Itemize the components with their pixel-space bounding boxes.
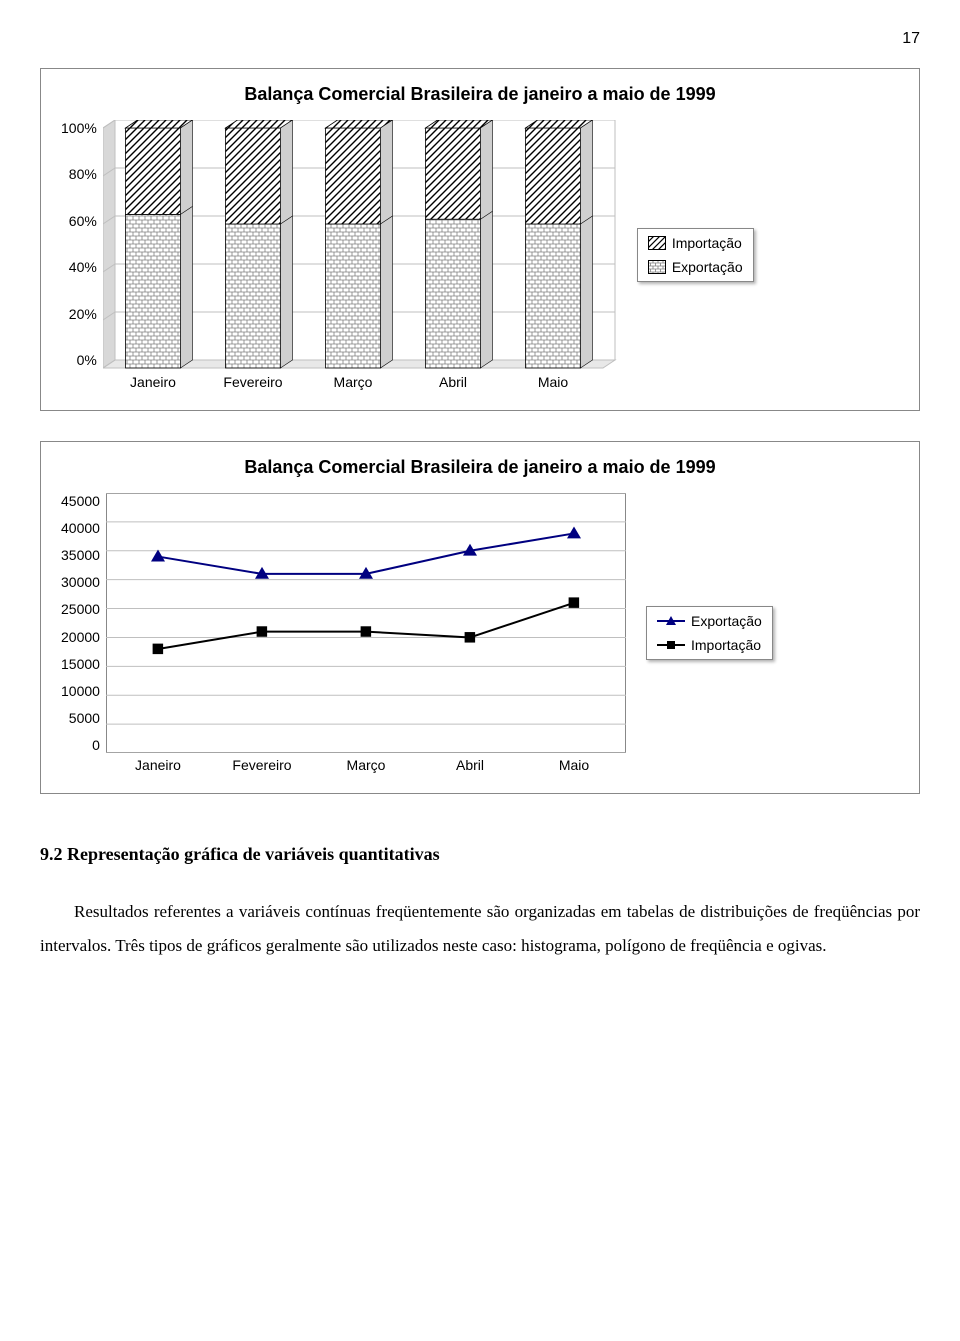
chart2-legend: Exportação Importação <box>646 606 773 660</box>
chart2-plot <box>106 493 626 753</box>
y-tick-label: 45000 <box>61 493 100 509</box>
chart1-x-labels: JaneiroFevereiroMarçoAbrilMaio <box>103 374 603 390</box>
body-paragraph: Resultados referentes a variáveis contín… <box>40 895 920 963</box>
chart2-box: Balança Comercial Brasileira de janeiro … <box>40 441 920 794</box>
legend-item-importacao2: Importação <box>657 637 762 653</box>
legend-label: Exportação <box>691 613 762 629</box>
y-tick-label: 40% <box>69 259 97 275</box>
chart1-title: Balança Comercial Brasileira de janeiro … <box>61 84 899 105</box>
y-tick-label: 40000 <box>61 520 100 536</box>
chart1-plot <box>103 120 617 370</box>
y-tick-label: 30000 <box>61 574 100 590</box>
y-tick-label: 15000 <box>61 656 100 672</box>
y-tick-label: 5000 <box>69 710 100 726</box>
x-tick-label: Janeiro <box>103 374 203 390</box>
legend-item-exportacao: Exportação <box>648 259 743 275</box>
x-tick-label: Fevereiro <box>210 757 314 773</box>
y-tick-label: 20% <box>69 306 97 322</box>
y-tick-label: 10000 <box>61 683 100 699</box>
chart1-box: Balança Comercial Brasileira de janeiro … <box>40 68 920 411</box>
x-tick-label: Março <box>303 374 403 390</box>
y-tick-label: 100% <box>61 120 97 136</box>
y-tick-label: 0 <box>92 737 100 753</box>
legend-label: Importação <box>691 637 761 653</box>
chart1-y-labels: 100% 80% 60% 40% 20% 0% <box>61 120 103 368</box>
y-tick-label: 60% <box>69 213 97 229</box>
y-tick-label: 35000 <box>61 547 100 563</box>
chart2-plot-wrap: 45000 40000 35000 30000 25000 20000 15000 10000… <box>61 493 626 773</box>
section-heading: 9.2 Representação gráfica de variáveis q… <box>40 844 920 865</box>
x-tick-label: Janeiro <box>106 757 210 773</box>
y-tick-label: 80% <box>69 166 97 182</box>
chart2-y-labels: 45000 40000 35000 30000 25000 20000 15000 10000… <box>61 493 106 753</box>
legend-item-importacao: Importação <box>648 235 743 251</box>
y-tick-label: 0% <box>77 352 97 368</box>
x-tick-label: Maio <box>522 757 626 773</box>
page-number: 17 <box>40 30 920 48</box>
y-tick-label: 25000 <box>61 601 100 617</box>
x-tick-label: Março <box>314 757 418 773</box>
x-tick-label: Abril <box>403 374 503 390</box>
legend-label: Importação <box>672 235 742 251</box>
y-tick-label: 20000 <box>61 629 100 645</box>
chart1-legend: Importação Exportação <box>637 228 754 282</box>
chart2-title: Balança Comercial Brasileira de janeiro … <box>61 457 899 478</box>
chart1-plot-wrap: 100% 80% 60% 40% 20% 0% JaneiroFevereiroMarço… <box>61 120 617 390</box>
x-tick-label: Fevereiro <box>203 374 303 390</box>
chart2-x-labels: JaneiroFevereiroMarçoAbrilMaio <box>106 757 626 773</box>
legend-label: Exportação <box>672 259 743 275</box>
x-tick-label: Maio <box>503 374 603 390</box>
x-tick-label: Abril <box>418 757 522 773</box>
legend-item-exportacao2: Exportação <box>657 613 762 629</box>
